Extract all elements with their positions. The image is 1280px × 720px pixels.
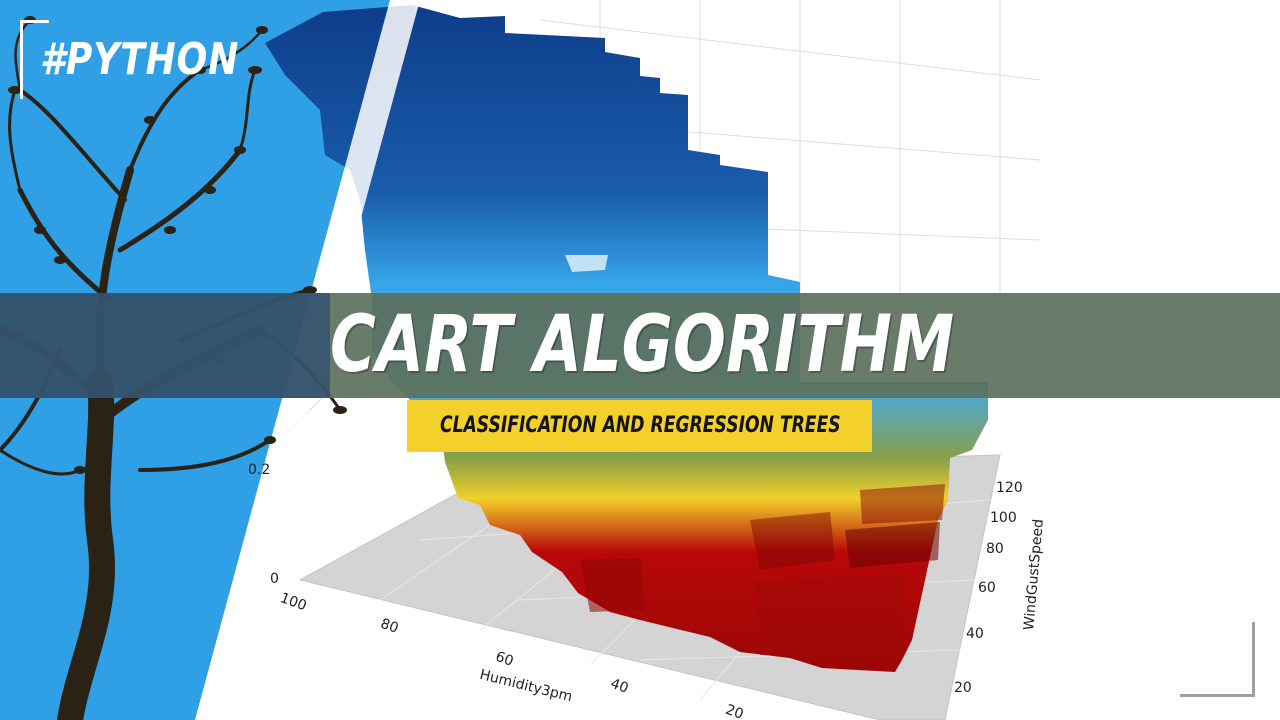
y-tick-100: 100: [990, 510, 1017, 526]
x-tick-100: 100: [278, 590, 309, 614]
x-tick-40: 40: [608, 676, 630, 697]
x-axis-label: Humidity3pm: [478, 667, 574, 705]
y-tick-80: 80: [986, 541, 1004, 557]
z-tick-0: 0: [270, 571, 279, 587]
y-tick-20: 20: [954, 680, 972, 696]
x-tick-20: 20: [723, 702, 745, 720]
x-tick-60: 60: [493, 649, 515, 670]
y-tick-120: 120: [996, 480, 1023, 496]
main-title: CART ALGORITHM: [330, 300, 955, 390]
surface-blocks: [565, 255, 945, 660]
corner-frame-top-left: [20, 20, 49, 99]
y-tick-60: 60: [978, 580, 996, 596]
title-band-left-tint: [0, 293, 330, 398]
subtitle-box: [407, 400, 872, 452]
corner-frame-bottom-right: [1180, 622, 1255, 697]
subtitle: CLASSIFICATION AND REGRESSION TREES: [440, 413, 841, 438]
y-axis-label: WindGustSpeed: [1021, 518, 1047, 631]
y-tick-40: 40: [966, 626, 984, 642]
z-tick-0-2: 0.2: [248, 462, 270, 478]
tree-leaves: [8, 16, 347, 474]
hashtag-label: #PYTHON: [40, 34, 240, 85]
x-tick-80: 80: [378, 616, 400, 637]
